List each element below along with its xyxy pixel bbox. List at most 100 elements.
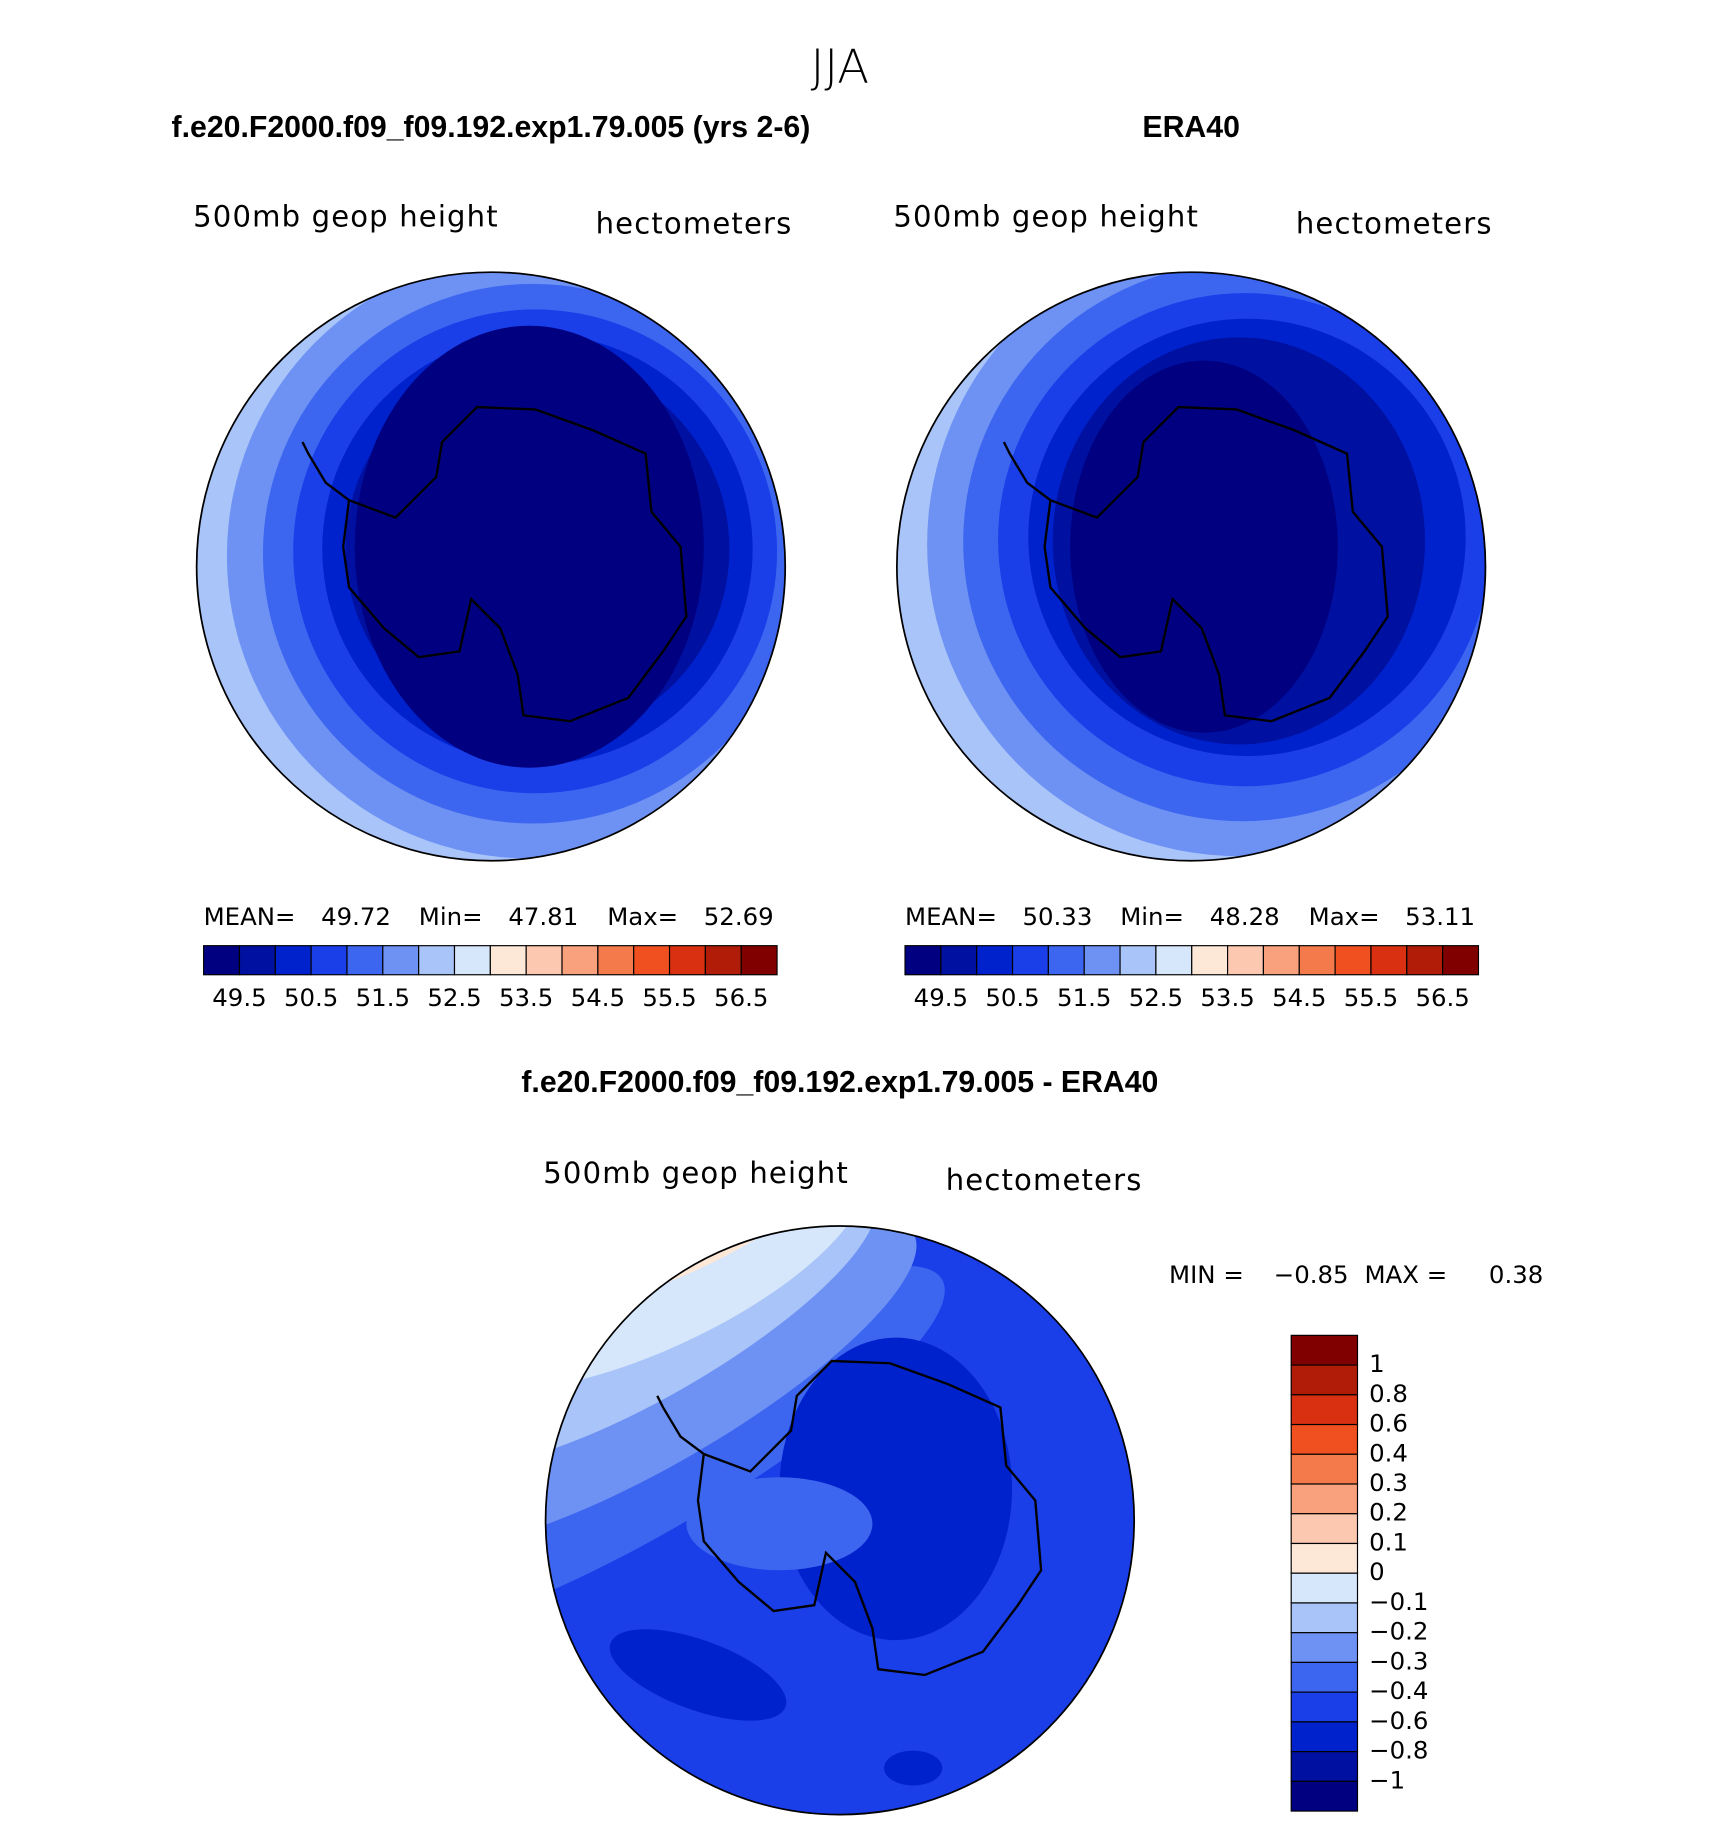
stat-text: Min= <box>419 902 483 931</box>
colorbar-box <box>1290 1364 1359 1396</box>
colorbar-box <box>668 945 706 976</box>
colorbar-box <box>1298 945 1336 976</box>
colorbar-box <box>1406 945 1444 976</box>
colorbar-box <box>1191 945 1229 976</box>
variable-label: 500mb geop height <box>893 200 1199 234</box>
stat-text: MEAN= <box>204 902 296 931</box>
map-border <box>544 1225 1136 1816</box>
colorbar-box <box>1442 945 1480 976</box>
stat-text: 52.69 <box>704 902 774 931</box>
colorbar-label: 0.6 <box>1369 1409 1408 1438</box>
colorbar-label: 56.5 <box>1415 983 1469 1012</box>
colorbar-label: 50.5 <box>284 983 338 1012</box>
stat-text: 53.11 <box>1405 902 1475 931</box>
colorbar-box <box>704 945 742 976</box>
colorbar-label: 0.8 <box>1369 1379 1408 1408</box>
stat-text: 47.81 <box>508 902 578 931</box>
colorbar-label: 53.5 <box>499 983 553 1012</box>
colorbar-box <box>1290 1483 1359 1515</box>
colorbar-box <box>1290 1661 1359 1693</box>
colorbar-label: 0 <box>1369 1557 1385 1586</box>
colorbar-box <box>1290 1721 1359 1753</box>
colorbar-box <box>597 945 635 976</box>
colorbar-box <box>238 945 276 976</box>
colorbar-box <box>525 945 563 976</box>
panel-title: ERA40 <box>1142 111 1239 144</box>
stat-text: 50.33 <box>1022 902 1092 931</box>
colorbar-label: 0.2 <box>1369 1498 1408 1527</box>
units-label: hectometers <box>596 207 793 241</box>
stat-text: MAX = <box>1364 1260 1447 1289</box>
colorbar-box <box>1262 945 1300 976</box>
colorbar-box <box>1370 945 1408 976</box>
map-border <box>896 271 1487 862</box>
colorbar-label: −0.3 <box>1369 1646 1428 1675</box>
colorbar-box <box>310 945 348 976</box>
variable-label: 500mb geop height <box>543 1156 849 1190</box>
panel-title: f.e20.F2000.f09_f09.192.exp1.79.005 - ER… <box>521 1066 1158 1099</box>
colorbar-box <box>1334 945 1372 976</box>
colorbar-box <box>203 945 241 976</box>
stat-text: MEAN= <box>905 902 997 931</box>
stat-text: 49.72 <box>321 902 391 931</box>
colorbar-label: 0.1 <box>1369 1527 1408 1556</box>
colorbar-label: 51.5 <box>356 983 410 1012</box>
colorbar-box <box>489 945 527 976</box>
stat-text: MIN = <box>1169 1260 1244 1289</box>
colorbar-label: −0.4 <box>1369 1676 1428 1705</box>
panel-title: f.e20.F2000.f09_f09.192.exp1.79.005 (yrs… <box>172 111 811 144</box>
colorbar-label: 54.5 <box>1272 983 1326 1012</box>
stat-text: Max= <box>607 902 678 931</box>
colorbar-box <box>418 945 456 976</box>
colorbar-box <box>274 945 312 976</box>
colorbar-box <box>1290 1780 1359 1812</box>
colorbar-box <box>453 945 491 976</box>
colorbar-label: 49.5 <box>914 983 968 1012</box>
colorbar-label: 56.5 <box>714 983 768 1012</box>
colorbar-box <box>382 945 420 976</box>
colorbar-box <box>1290 1572 1359 1604</box>
stat-text: 0.38 <box>1489 1260 1543 1289</box>
stat-text: 48.28 <box>1210 902 1280 931</box>
colorbar-label: 55.5 <box>1344 983 1398 1012</box>
stat-text: −0.85 <box>1274 1260 1349 1289</box>
colorbar-box <box>1290 1542 1359 1574</box>
colorbar-box <box>1083 945 1121 976</box>
colorbar-label: 51.5 <box>1057 983 1111 1012</box>
figure-title: JJA <box>811 39 869 93</box>
colorbar-box <box>1290 1394 1359 1426</box>
colorbar-label: 49.5 <box>212 983 266 1012</box>
colorbar-box <box>1290 1691 1359 1723</box>
colorbar-box <box>633 945 671 976</box>
colorbar-label: 54.5 <box>571 983 625 1012</box>
colorbar-box <box>940 945 978 976</box>
colorbar-box <box>740 945 778 976</box>
colorbar-box <box>976 945 1014 976</box>
variable-label: 500mb geop height <box>193 200 499 234</box>
colorbar-label: 52.5 <box>427 983 481 1012</box>
colorbar-label: 50.5 <box>985 983 1039 1012</box>
colorbar-label: −0.1 <box>1369 1587 1428 1616</box>
colorbar-box <box>1227 945 1265 976</box>
units-label: hectometers <box>946 1163 1143 1197</box>
map <box>896 272 1486 861</box>
colorbar-label: 0.4 <box>1369 1438 1408 1467</box>
colorbar-box <box>1290 1632 1359 1663</box>
colorbar-box <box>1047 945 1085 976</box>
stat-text: Max= <box>1309 902 1380 931</box>
colorbar-box <box>904 945 942 976</box>
colorbar-label: 52.5 <box>1129 983 1183 1012</box>
units-label: hectometers <box>1296 207 1493 241</box>
colorbar-label: 55.5 <box>642 983 696 1012</box>
colorbar-label: 53.5 <box>1200 983 1254 1012</box>
colorbar-box <box>1119 945 1157 976</box>
stat-text: Min= <box>1120 902 1184 931</box>
colorbar-box <box>1290 1423 1359 1455</box>
colorbar-box <box>1011 945 1049 976</box>
colorbar-label: −0.6 <box>1369 1706 1428 1735</box>
map <box>196 272 786 861</box>
colorbar-box <box>1290 1602 1359 1634</box>
colorbar-box <box>1290 1334 1359 1366</box>
colorbar-label: −0.8 <box>1369 1736 1428 1765</box>
